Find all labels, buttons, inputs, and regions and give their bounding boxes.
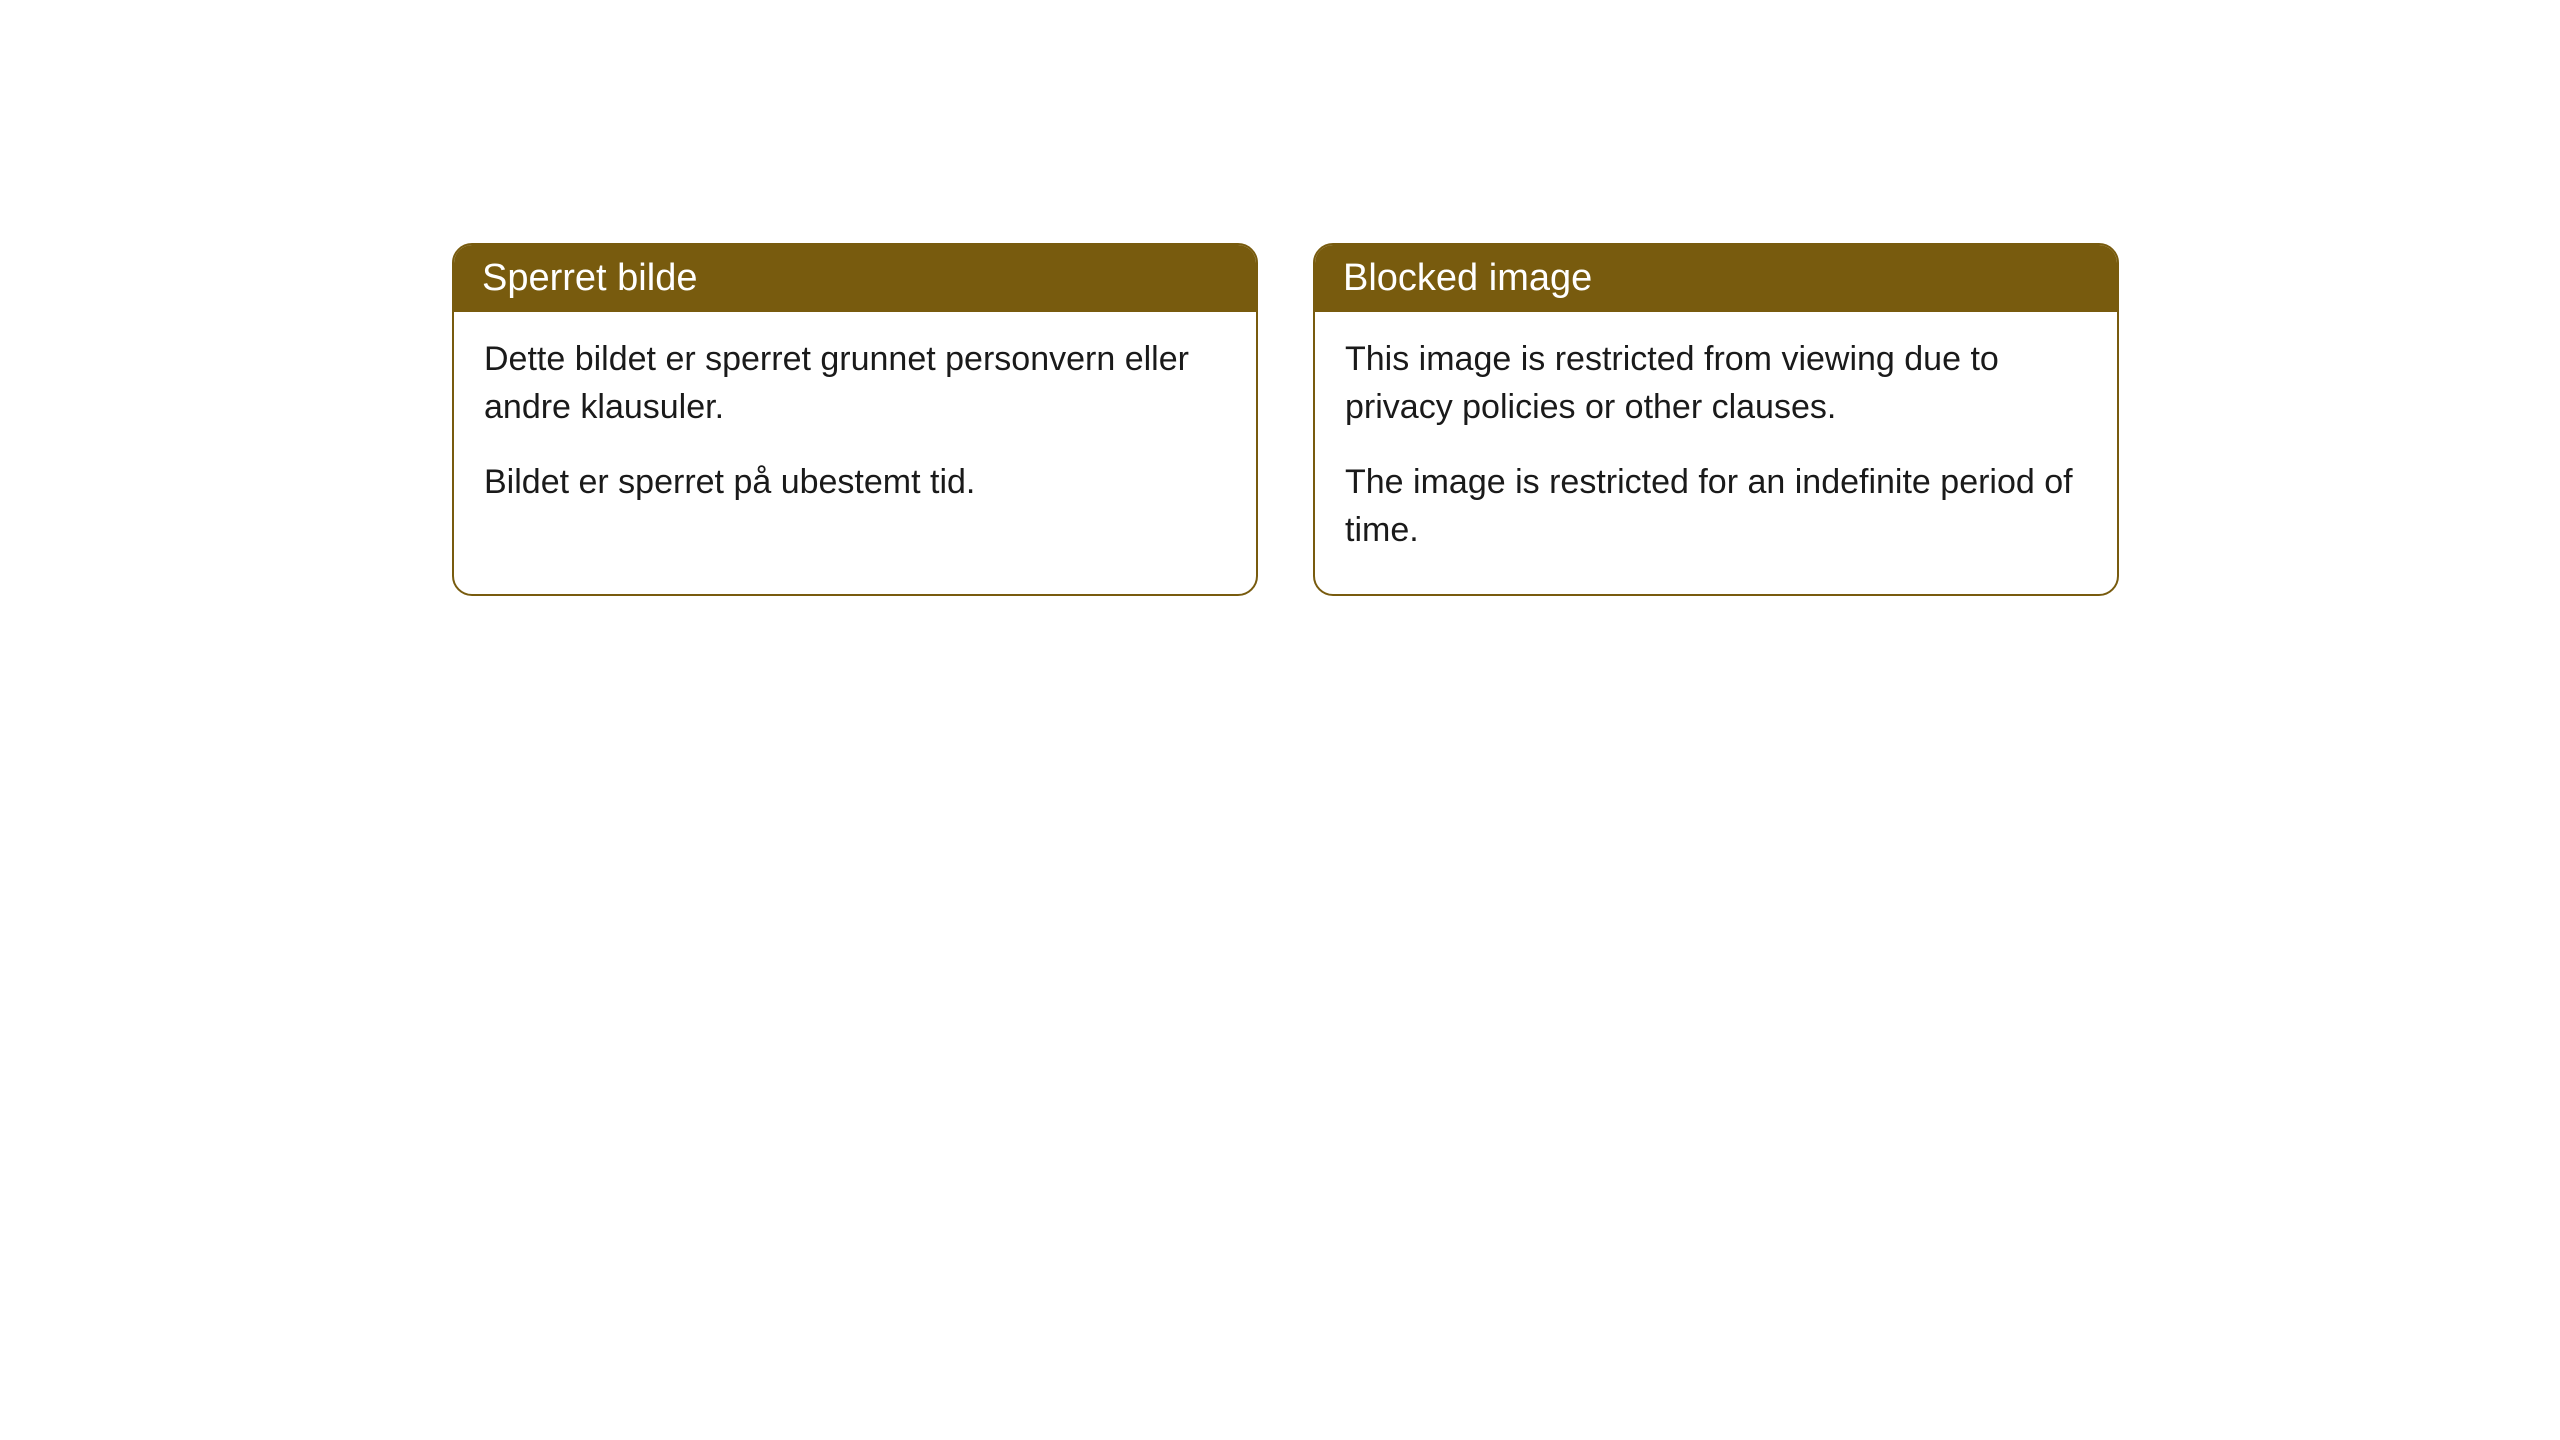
card-english: Blocked image This image is restricted f…	[1313, 243, 2119, 596]
card-paragraph2-norwegian: Bildet er sperret på ubestemt tid.	[484, 459, 1226, 507]
card-paragraph1-norwegian: Dette bildet er sperret grunnet personve…	[484, 336, 1226, 431]
cards-container: Sperret bilde Dette bildet er sperret gr…	[452, 243, 2119, 596]
card-body-english: This image is restricted from viewing du…	[1315, 312, 2117, 594]
card-body-norwegian: Dette bildet er sperret grunnet personve…	[454, 312, 1256, 547]
card-title-norwegian: Sperret bilde	[482, 257, 697, 299]
card-title-english: Blocked image	[1343, 257, 1592, 299]
card-header-norwegian: Sperret bilde	[454, 245, 1256, 312]
card-norwegian: Sperret bilde Dette bildet er sperret gr…	[452, 243, 1258, 596]
card-paragraph2-english: The image is restricted for an indefinit…	[1345, 459, 2087, 554]
card-paragraph1-english: This image is restricted from viewing du…	[1345, 336, 2087, 431]
card-header-english: Blocked image	[1315, 245, 2117, 312]
